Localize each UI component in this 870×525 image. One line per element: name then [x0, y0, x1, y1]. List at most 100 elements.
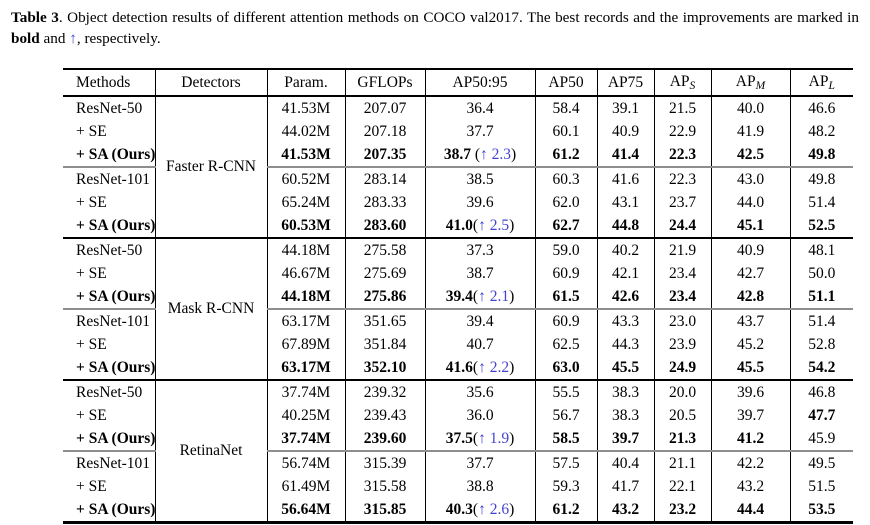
data-cell: 45.2	[710, 333, 790, 356]
data-cell: 39.7	[710, 404, 790, 427]
method-cell: + SE	[76, 335, 107, 353]
data-cell: 45.9	[789, 427, 853, 451]
data-cell: 61.2	[534, 498, 597, 523]
detector-cell: RetinaNet	[154, 379, 267, 523]
data-cell: 62.0	[534, 191, 597, 214]
table-row: ResNet-101 63.17M 351.65 39.4 60.9 43.3 23.0 43…	[63, 308, 853, 333]
improvement-value: ↑ 2.2	[478, 358, 510, 376]
data-cell: 20.5	[653, 404, 711, 427]
ap-value: 38.7	[443, 145, 471, 163]
data-cell: 275.69	[344, 262, 425, 285]
table-row: + SE 44.02M 207.18 37.7 60.1 40.9 22.9 41.9 48.2	[63, 120, 853, 143]
data-cell: 41.0(↑ 2.5)	[424, 214, 535, 238]
data-cell: 55.5	[534, 379, 597, 404]
data-cell: 352.10	[344, 356, 425, 380]
table-header: Methods Detectors Param. GFLOPs AP50:95 AP50 A…	[63, 69, 853, 97]
table-row: ResNet-50 RetinaNet 37.74M 239.32 35.6 55.5 38…	[63, 379, 853, 523]
data-cell: 36.0	[424, 404, 535, 427]
ap-value: 41.6	[445, 358, 473, 376]
method-cell: + SE	[76, 193, 107, 211]
data-cell: 48.1	[789, 237, 853, 262]
data-cell: 21.3	[653, 427, 711, 451]
method-cell: + SE	[76, 406, 107, 424]
data-cell: 35.6	[424, 379, 535, 404]
data-cell: 44.3	[596, 333, 654, 356]
column-header-apl: APL	[789, 69, 853, 97]
data-cell: 45.5	[710, 356, 790, 380]
header-subscript: S	[689, 80, 696, 92]
data-cell: 44.0	[710, 191, 790, 214]
data-cell: 37.3	[424, 237, 535, 262]
improvement-paren: (	[472, 429, 479, 447]
data-cell: 23.0	[653, 308, 711, 333]
data-cell: 60.3	[534, 166, 597, 191]
data-cell: 36.4	[424, 96, 535, 120]
data-cell: 50.0	[789, 262, 853, 285]
data-cell: 21.1	[653, 450, 711, 475]
method-cell: + SA (Ours)	[76, 287, 155, 305]
improvement-paren: )	[509, 358, 515, 376]
data-cell: 38.7	[424, 262, 535, 285]
data-cell: 22.1	[653, 475, 711, 498]
data-cell: 51.4	[789, 191, 853, 214]
data-cell: 37.7	[424, 450, 535, 475]
data-cell: 54.2	[789, 356, 853, 380]
improvement-value: ↑ 1.9	[478, 429, 510, 447]
data-cell: 41.53M	[266, 96, 345, 120]
caption-up-arrow-icon: ↑	[69, 30, 77, 47]
data-cell: 37.74M	[266, 379, 345, 404]
improvement-value: ↑ 2.1	[478, 287, 510, 305]
data-cell: 48.2	[789, 120, 853, 143]
method-cell: + SA (Ours)	[76, 500, 155, 518]
table-row: ResNet-101 56.74M 315.39 37.7 57.5 40.4 21.1 42…	[63, 450, 853, 475]
data-cell: 60.52M	[266, 166, 345, 191]
data-cell: 43.3	[596, 308, 654, 333]
column-header-param: Param.	[266, 69, 345, 97]
data-cell: 315.85	[344, 498, 425, 523]
data-cell: 37.74M	[266, 427, 345, 451]
data-cell: 40.7	[424, 333, 535, 356]
data-cell: 45.5	[596, 356, 654, 380]
data-cell: 44.18M	[266, 285, 345, 309]
data-cell: 23.4	[653, 285, 711, 309]
data-cell: 52.5	[789, 214, 853, 238]
data-cell: 60.1	[534, 120, 597, 143]
data-cell: 52.8	[789, 333, 853, 356]
data-cell: 24.9	[653, 356, 711, 380]
caption-text-2: and	[39, 30, 70, 47]
data-cell: 41.2	[710, 427, 790, 451]
data-cell: 38.8	[424, 475, 535, 498]
data-cell: 39.7	[596, 427, 654, 451]
data-cell: 283.33	[344, 191, 425, 214]
data-cell: 53.5	[789, 498, 853, 523]
data-cell: 40.25M	[266, 404, 345, 427]
improvement-paren: (	[472, 287, 479, 305]
improvement-paren: )	[509, 500, 515, 518]
method-cell: + SE	[76, 264, 107, 282]
data-cell: 61.2	[534, 143, 597, 167]
ap-value: 40.3	[445, 500, 473, 518]
data-cell: 38.7 (↑ 2.3)	[424, 143, 535, 167]
data-cell: 46.67M	[266, 262, 345, 285]
method-cell: + SE	[76, 477, 107, 495]
results-table: Methods Detectors Param. GFLOPs AP50:95 AP50 A…	[63, 68, 853, 524]
data-cell: 283.60	[344, 214, 425, 238]
header-subscript: M	[755, 80, 766, 92]
method-cell: ResNet-50	[63, 237, 155, 262]
table-row: ResNet-50 Faster R-CNN 41.53M 207.07 36.4 58.…	[63, 96, 853, 238]
data-cell: 239.32	[344, 379, 425, 404]
data-cell: 239.60	[344, 427, 425, 451]
data-cell: 56.7	[534, 404, 597, 427]
data-cell: 56.74M	[266, 450, 345, 475]
data-cell: 43.2	[710, 475, 790, 498]
data-cell: 46.6	[789, 96, 853, 120]
caption-text-1: . Object detection results of different …	[58, 9, 859, 26]
table-row: ResNet-50 Mask R-CNN 44.18M 275.58 37.3 59.0 4…	[63, 237, 853, 380]
data-cell: 57.5	[534, 450, 597, 475]
data-cell: 22.9	[653, 120, 711, 143]
ap-value: 39.4	[445, 287, 473, 305]
improvement-value: ↑ 2.6	[478, 500, 510, 518]
data-cell: 44.8	[596, 214, 654, 238]
data-cell: 21.5	[653, 96, 711, 120]
method-cell: ResNet-101	[63, 450, 155, 475]
